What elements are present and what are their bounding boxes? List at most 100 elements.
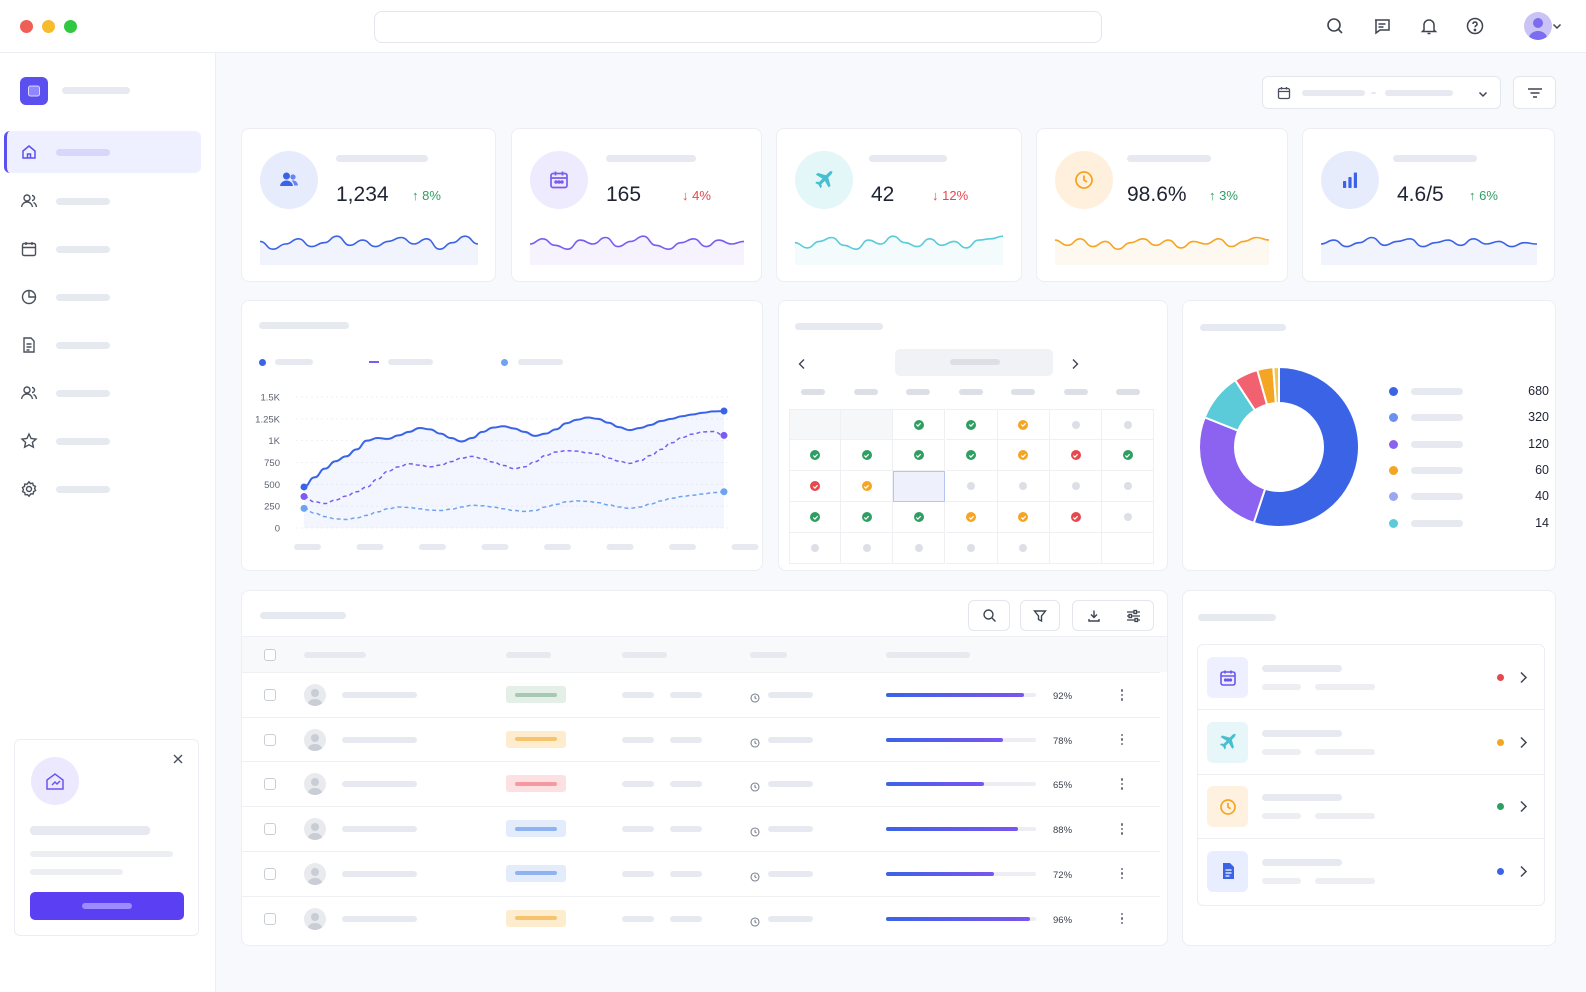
kpi-card-1[interactable]: 165 ↓ 4%: [511, 128, 762, 282]
calendar-day[interactable]: [1102, 409, 1155, 440]
sliders-icon[interactable]: [1126, 609, 1141, 628]
chevron-down-icon[interactable]: [1549, 14, 1565, 38]
chevron-right-icon[interactable]: [1519, 865, 1528, 883]
chevron-right-icon[interactable]: [1519, 736, 1528, 754]
table-filter-button[interactable]: [1020, 600, 1060, 631]
calendar-day[interactable]: [1102, 502, 1155, 533]
calendar-day[interactable]: [841, 409, 894, 440]
search-input[interactable]: [374, 11, 1102, 43]
calendar-day[interactable]: [1050, 409, 1102, 440]
calendar-day[interactable]: [997, 471, 1050, 502]
calendar-day[interactable]: [893, 502, 946, 533]
trend-arrow-icon: ↑: [412, 188, 419, 203]
more-actions-icon[interactable]: [1120, 912, 1124, 924]
row-checkbox[interactable]: [264, 867, 276, 880]
task-item[interactable]: [1197, 774, 1545, 839]
message-icon[interactable]: [1370, 14, 1394, 38]
sidebar-item-team[interactable]: [4, 372, 201, 414]
select-all-checkbox[interactable]: [264, 649, 276, 661]
row-checkbox[interactable]: [264, 689, 276, 701]
sidebar-item-calendar[interactable]: [4, 228, 201, 270]
calendar-day[interactable]: [1050, 533, 1102, 564]
calendar-day[interactable]: [945, 471, 998, 502]
window-minimize-button[interactable]: [42, 20, 55, 33]
calendar-day[interactable]: [945, 409, 998, 440]
row-checkbox[interactable]: [264, 823, 276, 836]
calendar-day[interactable]: [1050, 440, 1102, 471]
table-row[interactable]: 92%: [242, 672, 1160, 717]
window-maximize-button[interactable]: [64, 20, 77, 33]
date-range-picker[interactable]: [1262, 76, 1501, 109]
task-item[interactable]: [1197, 645, 1545, 710]
kpi-card-4[interactable]: 4.6/5 ↑ 6%: [1302, 128, 1555, 282]
task-item[interactable]: [1197, 710, 1545, 775]
sidebar-item-users[interactable]: [4, 180, 201, 222]
sidebar-item-home[interactable]: [4, 131, 201, 173]
row-checkbox[interactable]: [264, 733, 276, 746]
calendar-day[interactable]: [893, 533, 946, 564]
calendar-day[interactable]: [1102, 533, 1155, 564]
calendar-day[interactable]: [945, 502, 998, 533]
month-label[interactable]: [895, 349, 1053, 376]
calendar-day[interactable]: [841, 533, 894, 564]
more-actions-icon[interactable]: [1120, 778, 1124, 790]
calendar-day[interactable]: [789, 440, 841, 471]
legend-marker: [1389, 439, 1398, 449]
row-checkbox[interactable]: [264, 912, 276, 925]
calendar-day[interactable]: [1102, 440, 1155, 471]
sidebar-item-favorites[interactable]: [4, 420, 201, 462]
calendar-day[interactable]: [789, 471, 841, 502]
table-row[interactable]: 78%: [242, 716, 1160, 762]
more-actions-icon[interactable]: [1120, 867, 1124, 880]
bell-icon[interactable]: [1417, 14, 1441, 38]
search-icon[interactable]: [1323, 14, 1347, 38]
sidebar-item-settings[interactable]: [4, 468, 201, 510]
calendar-day[interactable]: [841, 502, 894, 533]
calendar-day[interactable]: [789, 502, 841, 533]
table-row[interactable]: 96%: [242, 895, 1160, 941]
close-icon[interactable]: [172, 752, 184, 770]
table-row[interactable]: 88%: [242, 806, 1160, 851]
calendar-day[interactable]: [1102, 471, 1155, 502]
calendar-day[interactable]: [945, 440, 998, 471]
filter-button[interactable]: [1513, 76, 1556, 109]
kpi-card-3[interactable]: 98.6% ↑ 3%: [1036, 128, 1288, 282]
chevron-right-icon[interactable]: [1519, 671, 1528, 689]
calendar-day[interactable]: [997, 440, 1050, 471]
calendar-day[interactable]: [841, 471, 894, 502]
calendar-day[interactable]: [841, 440, 894, 471]
calendar-day[interactable]: [997, 409, 1050, 440]
kpi-card-0[interactable]: 1,234 ↑ 8%: [241, 128, 496, 282]
calendar-day[interactable]: [893, 409, 946, 440]
table-row[interactable]: 72%: [242, 850, 1160, 896]
calendar-day[interactable]: [893, 440, 946, 471]
chevron-left-icon[interactable]: [797, 357, 807, 375]
calendar-day[interactable]: [789, 409, 841, 440]
more-actions-icon[interactable]: [1120, 689, 1124, 701]
calendar-day[interactable]: [997, 502, 1050, 533]
chevron-right-icon[interactable]: [1070, 357, 1080, 375]
calendar-day[interactable]: [997, 533, 1050, 564]
sidebar-item-documents[interactable]: [4, 324, 201, 366]
table-search-button[interactable]: [968, 600, 1010, 631]
kpi-card-2[interactable]: 42 ↓ 12%: [776, 128, 1022, 282]
calendar-day[interactable]: [893, 471, 946, 502]
help-icon[interactable]: [1463, 14, 1487, 38]
legend-value: 60: [1535, 462, 1549, 477]
more-actions-icon[interactable]: [1120, 823, 1124, 835]
sidebar-item-reports[interactable]: [4, 276, 201, 318]
task-item[interactable]: [1197, 839, 1545, 904]
chevron-right-icon[interactable]: [1519, 800, 1528, 818]
upgrade-button[interactable]: [30, 892, 184, 920]
series-point: [300, 504, 308, 512]
calendar-day[interactable]: [789, 533, 841, 564]
avatar[interactable]: [1524, 12, 1552, 40]
calendar-day[interactable]: [1050, 502, 1102, 533]
window-close-button[interactable]: [20, 20, 33, 33]
more-actions-icon[interactable]: [1120, 733, 1124, 746]
calendar-day[interactable]: [1050, 471, 1102, 502]
download-icon[interactable]: [1087, 609, 1101, 628]
row-checkbox[interactable]: [264, 778, 276, 791]
calendar-day[interactable]: [945, 533, 998, 564]
table-row[interactable]: 65%: [242, 761, 1160, 806]
